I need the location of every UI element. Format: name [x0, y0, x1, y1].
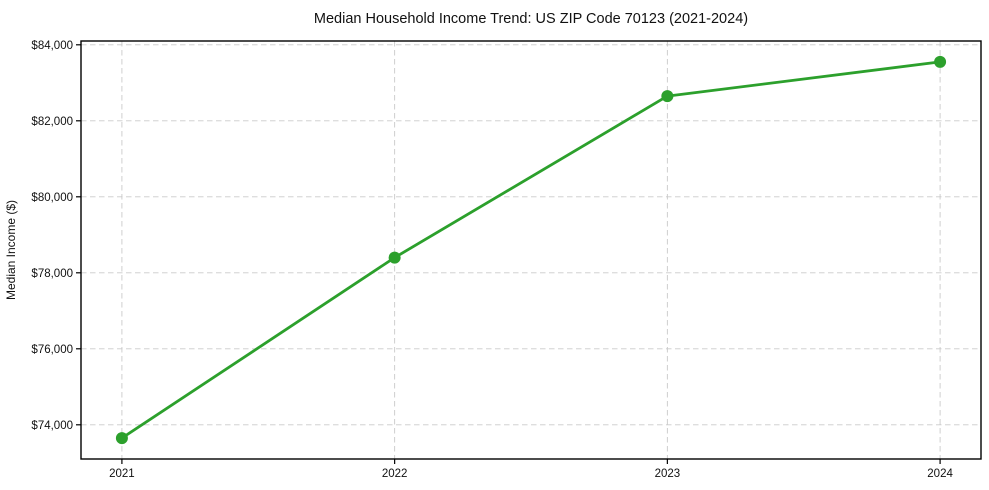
plot-area: 2021 2022 2023 2024 $74,000 $76,000 $78,000 $80…: [31, 40, 982, 480]
data-point-2022: [388, 251, 401, 264]
y-tick-label: $74,000: [31, 420, 73, 432]
plot-border: [80, 40, 982, 460]
x-tick-label: 2022: [382, 468, 408, 480]
y-tick-label: $82,000: [31, 116, 73, 128]
data-point-2021: [115, 432, 128, 445]
y-tick-label: $84,000: [31, 40, 73, 52]
data-point-2023: [661, 90, 674, 103]
x-tick-label: 2024: [927, 468, 953, 480]
y-tick-label: $76,000: [31, 344, 73, 356]
x-tick-label: 2023: [655, 468, 681, 480]
y-tick-label: $78,000: [31, 268, 73, 280]
y-tick-label: $80,000: [31, 192, 73, 204]
x-tick-label: 2021: [109, 468, 135, 480]
income-trend-line: [120, 60, 942, 440]
y-axis-label: Median Income ($): [4, 200, 18, 300]
chart-title: Median Household Income Trend: US ZIP Co…: [314, 11, 748, 27]
data-point-2024: [934, 55, 947, 68]
